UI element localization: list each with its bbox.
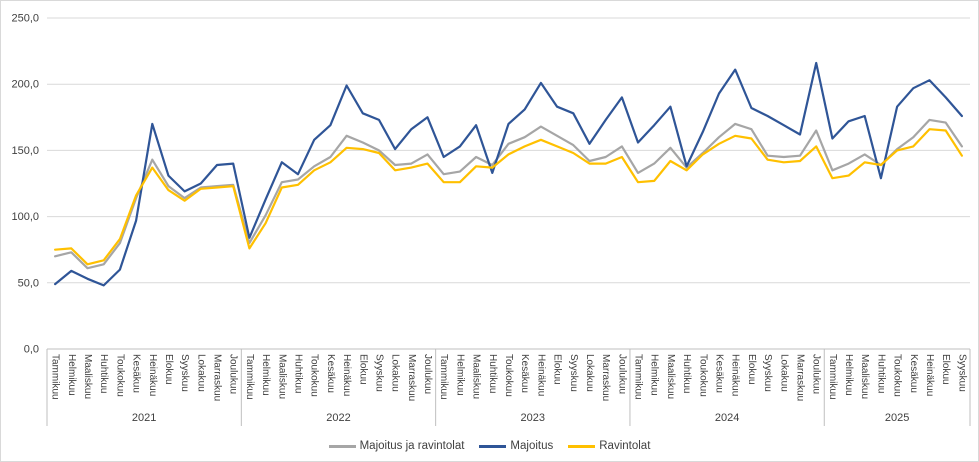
x-axis-year-label: 2024: [715, 412, 739, 424]
legend-label: Majoitus ja ravintolat: [359, 440, 465, 452]
legend-item-majoitus-ja-ravintolat: Majoitus ja ravintolat: [328, 440, 465, 452]
series-line-ravintolat: [53, 128, 964, 266]
x-axis-month-label: Maaliskuu: [859, 354, 870, 399]
legend-label: Majoitus: [510, 440, 554, 452]
x-axis-month-label: Elokuu: [940, 354, 951, 385]
x-axis-month-label: Joulukuu: [422, 354, 433, 394]
y-axis-tick-label: 0,0: [24, 344, 39, 356]
x-axis-month-label: Tammikuu: [50, 354, 61, 400]
x-axis-month-label: Toukokuu: [503, 354, 514, 397]
x-axis-month-label: Lokakuu: [584, 354, 595, 392]
x-axis-month-label: Elokuu: [357, 354, 368, 385]
x-axis-month-label: Maaliskuu: [82, 354, 93, 399]
x-axis-month-label: Toukokuu: [697, 354, 708, 397]
x-axis-month-label: Heinäkuu: [730, 354, 741, 396]
x-axis-month-label: Helmikuu: [454, 354, 465, 396]
legend-line-swatch: [479, 444, 507, 448]
x-axis-month-label: Helmikuu: [649, 354, 660, 396]
x-axis-month-label: Tammikuu: [827, 354, 838, 400]
x-axis-month-label: Heinäkuu: [341, 354, 352, 396]
x-axis-month-label: Tammikuu: [438, 354, 449, 400]
x-axis-year-label: 2025: [885, 412, 909, 424]
x-axis-month-label: Marraskuu: [212, 354, 223, 401]
x-axis-month-label: Syyskuu: [956, 354, 967, 392]
x-axis-month-label: Kesäkuu: [519, 354, 530, 393]
legend-label: Ravintolat: [599, 440, 651, 452]
chart-legend: Majoitus ja ravintolat Majoitus Ravintolat: [1, 434, 978, 458]
x-axis-month-label: Huhtikuu: [292, 354, 303, 393]
y-axis-tick-label: 250,0: [11, 13, 39, 25]
x-axis-month-label: Maaliskuu: [471, 354, 482, 399]
x-axis-month-label: Maaliskuu: [276, 354, 287, 399]
legend-item-majoitus: Majoitus: [479, 440, 553, 452]
x-axis-month-label: Syyskuu: [568, 354, 579, 392]
x-axis-year-label: 2021: [132, 412, 156, 424]
x-axis-month-label: Tammikuu: [244, 354, 255, 400]
x-axis-month-label: Elokuu: [163, 354, 174, 385]
x-axis-month-label: Syyskuu: [179, 354, 190, 392]
x-axis-month-label: Joulukuu: [811, 354, 822, 394]
x-axis-month-label: Toukokuu: [309, 354, 320, 397]
line-chart-plot: 0,0 50,0 100,0 150,0 200,0 250,0 2021 2022 2023 2…: [11, 13, 971, 426]
x-axis-month-label: Huhtikuu: [681, 354, 692, 393]
x-axis-month-label: Lokakuu: [778, 354, 789, 392]
x-axis-month-label: Lokakuu: [390, 354, 401, 392]
x-axis-month-label: Helmikuu: [260, 354, 271, 396]
x-axis-month-label: Maaliskuu: [665, 354, 676, 399]
x-axis-month-label: Tammikuu: [633, 354, 644, 400]
x-axis-month-label: Toukokuu: [114, 354, 125, 397]
x-axis-month-label: Huhtikuu: [875, 354, 886, 393]
series-line-majoitus: [53, 61, 964, 287]
x-axis-month-label: Syyskuu: [762, 354, 773, 392]
x-axis-year-label: 2023: [521, 412, 545, 424]
x-axis-month-label: Elokuu: [746, 354, 757, 385]
x-axis-month-label: Marraskuu: [600, 354, 611, 401]
x-axis-month-label: Joulukuu: [616, 354, 627, 394]
legend-line-swatch: [568, 444, 596, 448]
x-axis-month-label: Marraskuu: [406, 354, 417, 401]
legend-line-swatch: [328, 444, 356, 448]
y-axis-tick-label: 200,0: [11, 79, 39, 91]
x-axis-month-label: Joulukuu: [228, 354, 239, 394]
y-axis-tick-label: 100,0: [11, 211, 39, 223]
series-line-majoitus-ja-ravintolat: [53, 118, 964, 270]
x-axis-month-label: Huhtikuu: [98, 354, 109, 393]
y-axis-tick-label: 50,0: [18, 277, 39, 289]
x-axis-year-label: 2022: [326, 412, 350, 424]
x-axis-month-label: Heinäkuu: [147, 354, 158, 396]
x-axis-month-label: Kesäkuu: [131, 354, 142, 393]
x-axis-month-label: Toukokuu: [892, 354, 903, 397]
x-axis-month-label: Kesäkuu: [325, 354, 336, 393]
y-axis-tick-label: 150,0: [11, 145, 39, 157]
x-axis-month-label: Elokuu: [552, 354, 563, 385]
x-axis-month-label: Kesäkuu: [908, 354, 919, 393]
x-axis-month-label: Helmikuu: [843, 354, 854, 396]
x-axis-month-label: Marraskuu: [794, 354, 805, 401]
x-axis-month-label: Heinäkuu: [924, 354, 935, 396]
x-axis-month-label: Huhtikuu: [487, 354, 498, 393]
legend-item-ravintolat: Ravintolat: [568, 440, 650, 452]
x-axis-month-label: Lokakuu: [195, 354, 206, 392]
x-axis-month-label: Syyskuu: [373, 354, 384, 392]
x-axis-month-label: Heinäkuu: [535, 354, 546, 396]
x-axis-month-label: Kesäkuu: [714, 354, 725, 393]
x-axis-month-label: Helmikuu: [66, 354, 77, 396]
